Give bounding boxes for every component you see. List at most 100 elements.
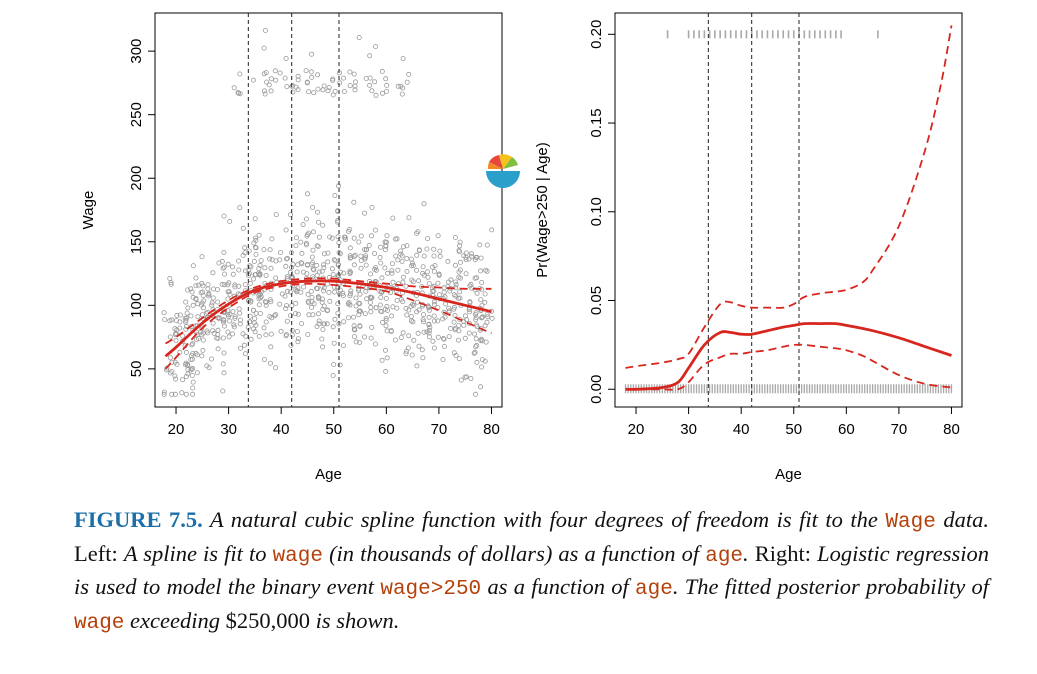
data-point xyxy=(209,300,215,306)
data-point xyxy=(358,233,364,239)
data-point xyxy=(247,263,253,269)
data-point xyxy=(406,333,412,339)
data-point xyxy=(379,357,385,363)
data-point xyxy=(478,297,484,303)
data-point xyxy=(221,350,227,356)
data-point xyxy=(235,291,241,297)
data-point xyxy=(456,322,462,328)
data-point xyxy=(227,318,233,324)
data-point xyxy=(320,326,326,332)
data-point xyxy=(161,310,167,316)
data-point xyxy=(489,315,495,321)
data-point xyxy=(362,210,368,216)
data-point xyxy=(431,253,437,259)
data-point xyxy=(183,373,189,379)
data-point xyxy=(451,292,457,298)
data-point xyxy=(382,306,388,312)
caption-label: FIGURE 7.5. xyxy=(74,507,203,532)
data-point xyxy=(306,89,312,95)
data-point xyxy=(378,260,384,266)
data-point xyxy=(347,268,353,274)
data-point xyxy=(362,311,368,317)
data-point xyxy=(190,391,196,397)
data-point xyxy=(306,312,312,318)
data-point xyxy=(214,287,220,293)
data-point xyxy=(384,270,390,276)
data-point xyxy=(321,285,327,291)
data-point xyxy=(240,252,246,258)
data-point xyxy=(372,341,378,347)
data-point xyxy=(389,261,395,267)
data-point xyxy=(341,234,347,240)
data-point xyxy=(172,373,178,379)
data-point xyxy=(367,271,373,277)
data-point xyxy=(289,332,295,338)
data-point xyxy=(315,294,321,300)
plot-frame xyxy=(154,12,503,408)
x-tick-label: 30 xyxy=(220,421,237,438)
data-point xyxy=(332,88,338,94)
data-point xyxy=(200,330,206,336)
data-point xyxy=(456,274,462,280)
data-point xyxy=(441,289,447,295)
data-point xyxy=(347,226,353,232)
data-point xyxy=(236,283,242,289)
data-point xyxy=(378,294,384,300)
data-point xyxy=(314,286,320,292)
data-point xyxy=(256,302,262,308)
data-point xyxy=(237,205,243,211)
data-point xyxy=(408,303,414,309)
data-point xyxy=(298,321,304,327)
data-point xyxy=(189,342,195,348)
data-point xyxy=(283,256,289,262)
data-point xyxy=(210,286,216,292)
data-point xyxy=(357,339,363,345)
data-point xyxy=(193,275,199,281)
data-point xyxy=(263,319,269,325)
data-point xyxy=(314,209,320,215)
data-point xyxy=(473,317,479,323)
data-point xyxy=(457,239,463,245)
data-point xyxy=(413,267,419,273)
data-point xyxy=(196,282,202,288)
data-point xyxy=(188,286,194,292)
data-point xyxy=(426,321,432,327)
data-point xyxy=(199,254,205,260)
data-point xyxy=(471,350,477,356)
data-point xyxy=(445,258,451,264)
data-point xyxy=(300,269,306,275)
data-point xyxy=(363,262,369,268)
data-point xyxy=(367,53,373,59)
data-point xyxy=(462,313,468,319)
data-point xyxy=(393,253,399,259)
data-point xyxy=(232,284,238,290)
data-point xyxy=(414,252,420,258)
data-point xyxy=(366,242,372,248)
data-point xyxy=(293,235,299,241)
data-point xyxy=(324,307,330,313)
right-plot: 20 30 40 50 60 70 80 Age 0.00 0.05 0.10 0.15 0.20 Pr(… xyxy=(534,12,963,483)
data-point xyxy=(168,281,174,287)
data-point xyxy=(456,269,462,275)
data-point xyxy=(485,314,491,320)
data-point xyxy=(205,286,211,292)
data-point xyxy=(404,255,410,261)
x-tick-label: 70 xyxy=(891,421,908,438)
data-point xyxy=(220,361,226,367)
data-point xyxy=(437,248,443,254)
x-axis-label: Age xyxy=(315,466,342,483)
data-point xyxy=(421,253,427,259)
data-point xyxy=(214,335,220,341)
data-point xyxy=(320,306,326,312)
data-point xyxy=(189,289,195,295)
data-point xyxy=(194,352,200,358)
data-point xyxy=(209,302,215,308)
data-point xyxy=(420,264,426,270)
data-point xyxy=(252,216,258,222)
data-point xyxy=(304,191,310,197)
data-point xyxy=(324,321,330,327)
y-tick-label: 250 xyxy=(128,102,145,127)
data-point xyxy=(468,375,474,381)
data-point xyxy=(352,87,358,93)
data-point xyxy=(172,391,178,397)
